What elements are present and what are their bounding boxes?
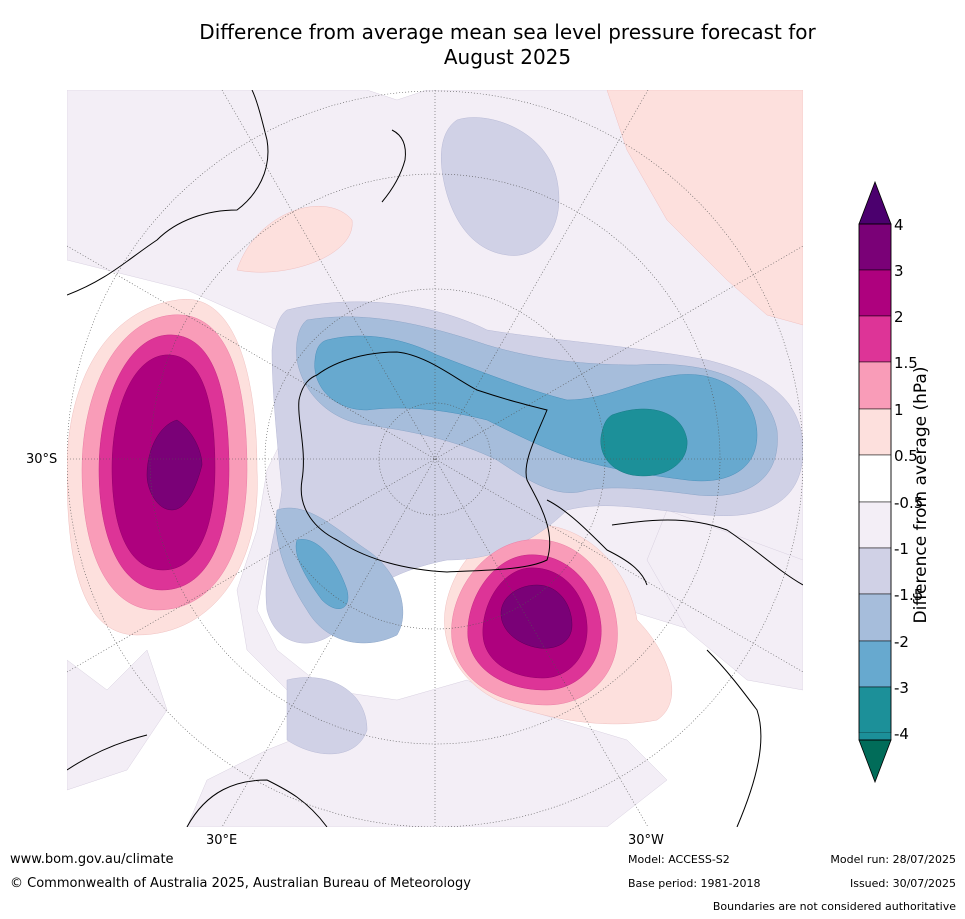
chart-title: Difference from average mean sea level p… bbox=[60, 20, 955, 70]
model-text: Model: ACCESS-S2 bbox=[628, 853, 730, 866]
colorbar-tick: 2 bbox=[894, 308, 904, 326]
colorbar-tick: 1 bbox=[894, 401, 904, 419]
graticule bbox=[67, 90, 803, 827]
australia-coast bbox=[67, 90, 269, 296]
antarctica-coast bbox=[298, 351, 551, 573]
colorbar: 4 3 2 1.5 1 0.5 -0.5 -1 -1.5 -2 -3 -4 bbox=[840, 180, 965, 790]
copyright-text: © Commonwealth of Australia 2025, Austra… bbox=[10, 876, 471, 891]
colorbar-tick: -1 bbox=[894, 540, 909, 558]
model-run-text: Model run: 28/07/2025 bbox=[830, 853, 956, 866]
colorbar-tick: 3 bbox=[894, 262, 904, 280]
polar-map bbox=[67, 90, 803, 827]
anomaly-high-atlantic bbox=[81, 314, 248, 611]
colorbar-tick: 4 bbox=[894, 216, 904, 234]
title-line-1: Difference from average mean sea level p… bbox=[199, 20, 816, 44]
south-america-coast bbox=[611, 519, 803, 827]
colorbar-tick: -2 bbox=[894, 633, 909, 651]
title-line-2: August 2025 bbox=[443, 45, 572, 69]
colorbar-tick: -3 bbox=[894, 679, 909, 697]
colorbar-label: Difference from average (hPa) bbox=[911, 366, 931, 624]
lon-label-30e: 30°E bbox=[206, 833, 238, 848]
coastlines bbox=[67, 90, 803, 827]
disclaimer-text: Boundaries are not considered authoritat… bbox=[712, 900, 956, 913]
base-period-text: Base period: 1981-2018 bbox=[628, 877, 761, 890]
issued-text: Issued: 30/07/2025 bbox=[849, 877, 956, 890]
anomaly-high-pacific bbox=[451, 539, 618, 706]
anomaly-minus-3 bbox=[600, 408, 688, 477]
new-zealand-coast bbox=[381, 129, 406, 203]
lon-label-30w: 30°W bbox=[628, 833, 664, 848]
map-canvas bbox=[67, 90, 803, 827]
website-link[interactable]: www.bom.gov.au/climate bbox=[10, 852, 174, 867]
colorbar-tick: 1.5 bbox=[894, 354, 918, 372]
antarctic-peninsula-coast bbox=[546, 499, 648, 586]
colorbar-tick: -1.5 bbox=[894, 586, 924, 604]
colorbar-swatches bbox=[858, 180, 892, 784]
africa-coast bbox=[67, 734, 328, 827]
colorbar-tick: -0.5 bbox=[894, 494, 924, 512]
colorbar-tick: 0.5 bbox=[894, 447, 918, 465]
lat-label-30s: 30°S bbox=[26, 452, 58, 467]
colorbar-tick: -4 bbox=[894, 725, 909, 743]
